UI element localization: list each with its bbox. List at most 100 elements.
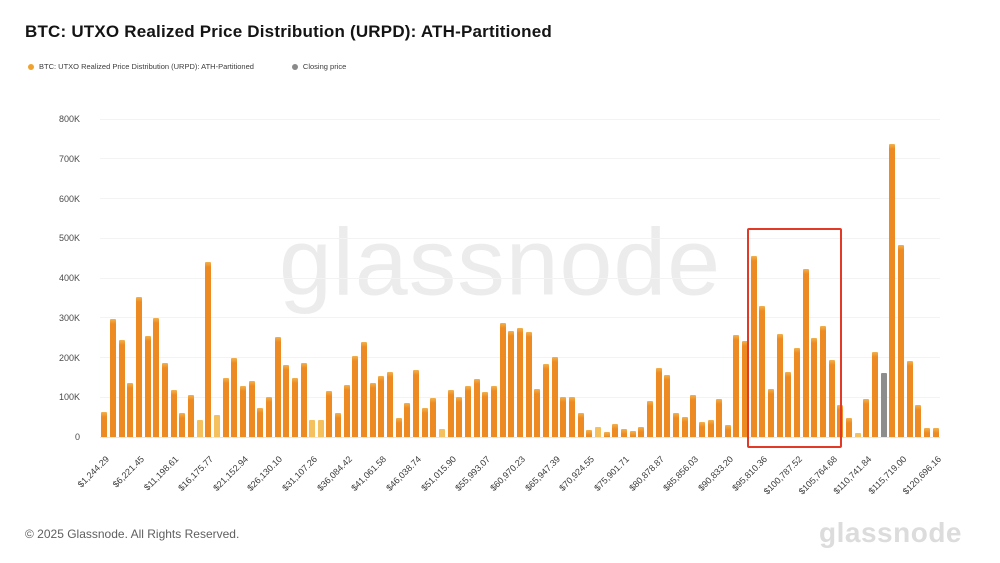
urpd-bar[interactable]	[846, 417, 853, 437]
urpd-bar[interactable]	[179, 413, 186, 437]
urpd-bar[interactable]	[620, 429, 627, 437]
urpd-bar[interactable]	[283, 365, 290, 437]
urpd-bar[interactable]	[638, 427, 645, 437]
urpd-bar[interactable]	[335, 413, 342, 437]
urpd-bar[interactable]	[551, 356, 558, 437]
highlight-box	[747, 228, 843, 448]
urpd-bar[interactable]	[387, 371, 394, 437]
urpd-bar[interactable]	[343, 384, 350, 437]
urpd-bar[interactable]	[127, 383, 134, 437]
urpd-bar[interactable]	[413, 369, 420, 437]
urpd-bar[interactable]	[153, 317, 160, 437]
urpd-bar[interactable]	[742, 340, 749, 437]
urpd-bar[interactable]	[101, 411, 108, 437]
urpd-bar[interactable]	[568, 397, 575, 437]
urpd-bar[interactable]	[430, 398, 437, 437]
urpd-bar[interactable]	[898, 245, 905, 437]
urpd-bar[interactable]	[664, 375, 671, 437]
urpd-bar[interactable]	[863, 399, 870, 437]
urpd-bar[interactable]	[205, 262, 212, 437]
urpd-bar[interactable]	[768, 389, 775, 437]
urpd-bar[interactable]	[447, 390, 454, 437]
urpd-bar[interactable]	[369, 383, 376, 437]
urpd-bar[interactable]	[317, 419, 324, 437]
urpd-bar[interactable]	[872, 351, 879, 437]
urpd-bar[interactable]	[776, 334, 783, 437]
urpd-bar[interactable]	[724, 425, 731, 437]
urpd-bar[interactable]	[733, 334, 740, 437]
urpd-bar[interactable]	[265, 396, 272, 437]
urpd-bar[interactable]	[482, 391, 489, 437]
urpd-bar[interactable]	[889, 144, 896, 437]
urpd-bar[interactable]	[603, 431, 610, 437]
urpd-bar[interactable]	[698, 421, 705, 437]
urpd-bar[interactable]	[542, 364, 549, 437]
urpd-bar[interactable]	[924, 428, 930, 437]
urpd-bar[interactable]	[577, 412, 584, 437]
urpd-bar[interactable]	[811, 338, 818, 437]
urpd-bar[interactable]	[161, 363, 168, 437]
urpd-bar[interactable]	[707, 419, 714, 437]
urpd-bar[interactable]	[820, 326, 827, 437]
urpd-bar[interactable]	[291, 378, 298, 437]
urpd-bar[interactable]	[421, 408, 428, 437]
urpd-bar[interactable]	[109, 318, 116, 437]
urpd-bar[interactable]	[465, 386, 472, 437]
urpd-bar[interactable]	[309, 419, 316, 437]
urpd-bar[interactable]	[187, 395, 194, 437]
urpd-bar[interactable]	[491, 386, 498, 437]
urpd-bar[interactable]	[785, 371, 792, 437]
urpd-bar[interactable]	[499, 323, 506, 437]
urpd-bar[interactable]	[257, 407, 264, 437]
urpd-bar[interactable]	[655, 368, 662, 437]
urpd-bar[interactable]	[196, 419, 203, 437]
urpd-bar[interactable]	[915, 405, 922, 437]
urpd-bar[interactable]	[395, 418, 402, 437]
urpd-bar[interactable]	[213, 415, 220, 437]
urpd-bar[interactable]	[612, 423, 619, 437]
urpd-bar[interactable]	[118, 339, 125, 437]
urpd-bar[interactable]	[802, 269, 809, 437]
urpd-bar[interactable]	[473, 379, 480, 437]
urpd-bar[interactable]	[274, 337, 281, 437]
urpd-bar[interactable]	[629, 431, 636, 437]
urpd-bar[interactable]	[361, 341, 368, 437]
urpd-bar[interactable]	[144, 336, 151, 437]
urpd-bar[interactable]	[135, 297, 142, 437]
urpd-bar[interactable]	[854, 433, 861, 437]
closing-price-bar[interactable]	[880, 373, 887, 437]
urpd-bar[interactable]	[586, 429, 593, 437]
urpd-bar[interactable]	[828, 359, 835, 437]
urpd-bar[interactable]	[326, 390, 333, 437]
urpd-bar[interactable]	[222, 377, 229, 437]
urpd-bar[interactable]	[716, 399, 723, 437]
urpd-bar[interactable]	[439, 429, 446, 437]
urpd-bar[interactable]	[690, 394, 697, 437]
legend-item-closing-price[interactable]: Closing price	[291, 62, 346, 71]
urpd-bar[interactable]	[248, 380, 255, 437]
urpd-bar[interactable]	[594, 426, 601, 437]
urpd-bar[interactable]	[525, 331, 532, 437]
plot-area[interactable]	[100, 118, 940, 448]
urpd-bar[interactable]	[404, 402, 411, 437]
urpd-bar[interactable]	[239, 386, 246, 437]
urpd-bar[interactable]	[170, 390, 177, 437]
urpd-bar[interactable]	[750, 256, 757, 437]
urpd-bar[interactable]	[672, 413, 679, 437]
urpd-bar[interactable]	[794, 348, 801, 437]
urpd-bar[interactable]	[646, 400, 653, 437]
urpd-bar[interactable]	[300, 362, 307, 437]
urpd-bar[interactable]	[378, 376, 385, 437]
legend-item-urpd[interactable]: BTC: UTXO Realized Price Distribution (U…	[28, 62, 254, 71]
urpd-bar[interactable]	[534, 389, 541, 437]
urpd-bar[interactable]	[508, 330, 515, 437]
urpd-bar[interactable]	[456, 397, 463, 437]
urpd-bar[interactable]	[681, 417, 688, 437]
urpd-bar[interactable]	[560, 396, 567, 437]
urpd-bar[interactable]	[231, 357, 238, 437]
urpd-bar[interactable]	[759, 305, 766, 437]
urpd-bar[interactable]	[932, 428, 939, 437]
urpd-bar[interactable]	[906, 361, 913, 437]
urpd-bar[interactable]	[517, 327, 523, 437]
urpd-bar[interactable]	[352, 355, 359, 437]
